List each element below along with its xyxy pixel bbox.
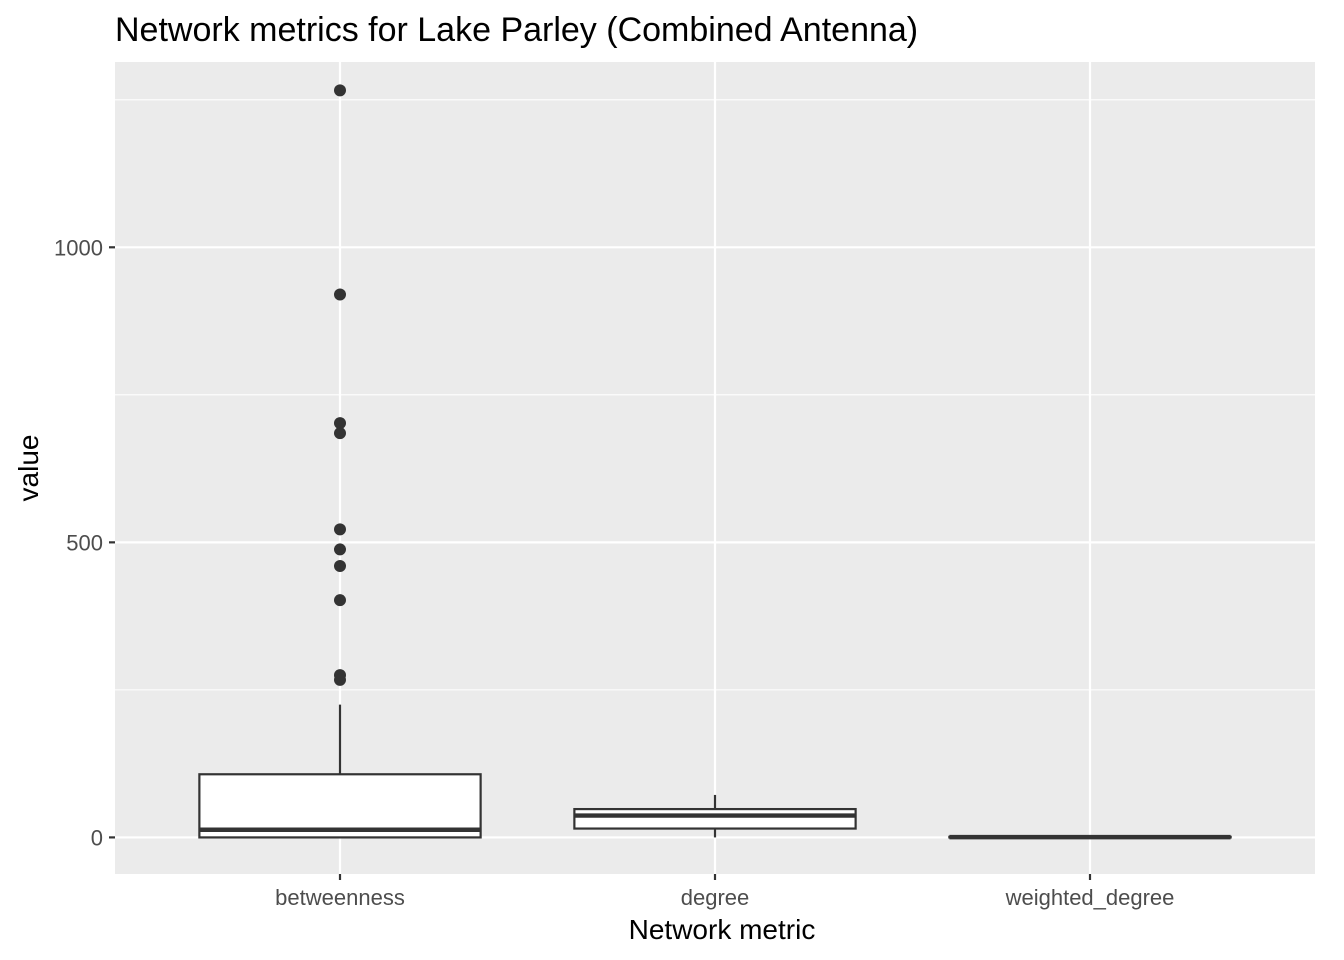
- y-axis-title: value: [13, 435, 44, 502]
- outlier-point: [334, 543, 346, 556]
- box-iqr: [198, 773, 482, 839]
- x-tick-label: betweenness: [275, 885, 405, 910]
- outlier-point: [334, 427, 346, 440]
- x-axis: betweenness degree weighted_degree: [275, 874, 1174, 910]
- outlier-point: [334, 84, 346, 97]
- outlier-point: [334, 523, 346, 536]
- y-tick-label: 500: [66, 530, 103, 555]
- outlier-point: [334, 673, 346, 686]
- outlier-point: [334, 559, 346, 572]
- x-axis-title: Network metric: [629, 914, 816, 945]
- chart-title: Network metrics for Lake Parley (Combine…: [115, 11, 918, 49]
- outlier-point: [334, 594, 346, 607]
- box-iqr: [573, 807, 857, 830]
- y-axis: 0 500 1000: [54, 235, 115, 850]
- outlier-point: [334, 417, 346, 430]
- y-tick-label: 0: [91, 825, 103, 850]
- x-tick-label: degree: [681, 885, 750, 910]
- x-tick-label: weighted_degree: [1005, 885, 1175, 910]
- outlier-point: [334, 288, 346, 301]
- y-tick-label: 1000: [54, 235, 103, 260]
- box-series: [198, 84, 1232, 840]
